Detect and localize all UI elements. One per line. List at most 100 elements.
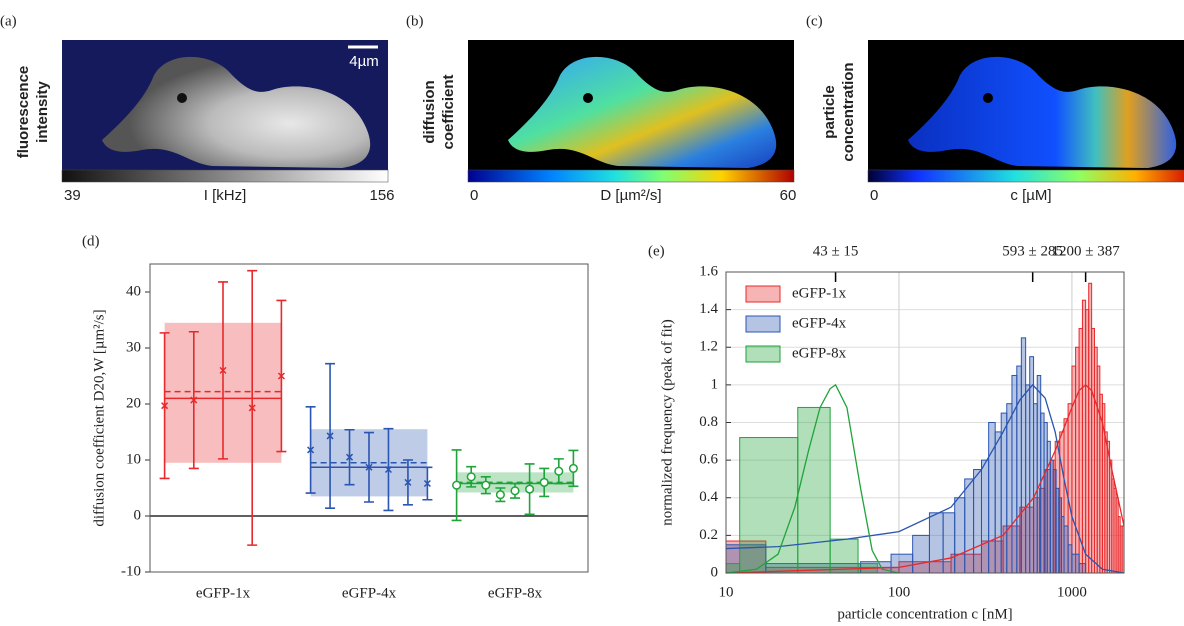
hist-bar (829, 538, 859, 574)
x-axis-label: particle concentration c [nM] (837, 606, 1012, 622)
hist-bar (994, 431, 1002, 574)
marker (346, 453, 354, 461)
hist-bar (1006, 403, 1013, 574)
y-tick-label: 30 (126, 339, 141, 355)
legend-label: eGFP-4x (792, 315, 847, 331)
quantity-label: coefficient (440, 74, 457, 149)
colorbar-max: 60 (780, 187, 797, 204)
colorbar-max: 156 (369, 187, 394, 204)
marker (568, 463, 578, 473)
hist-bar (1071, 365, 1077, 574)
marker (495, 490, 505, 500)
fit-curve (725, 383, 900, 574)
quantity-label: diffusion (421, 80, 438, 143)
legend-swatch (745, 285, 781, 303)
legend-swatch (745, 315, 781, 333)
y-tick-label: 20 (126, 395, 141, 411)
nucleolus (983, 93, 993, 103)
marker (452, 480, 462, 490)
fit-curve (725, 383, 1125, 574)
panel-label: (a) (0, 13, 17, 29)
cell-image (102, 56, 371, 168)
marker (248, 404, 256, 412)
y-tick-label: 0.6 (699, 452, 718, 468)
y-tick-label: 10 (126, 451, 141, 467)
top-tick-label: 43 ± 15 (813, 243, 859, 259)
marker (423, 479, 431, 488)
panel-label: (e) (648, 243, 665, 259)
y-tick-label: 1.2 (699, 339, 718, 355)
marker (554, 466, 564, 476)
marker (190, 396, 198, 404)
marker (219, 366, 227, 374)
colorbar (867, 169, 1184, 183)
y-tick-label: 40 (126, 283, 141, 299)
nucleolus (177, 93, 187, 103)
colorbar-title: D [µm²/s] (600, 187, 661, 204)
hist-bar (1000, 412, 1008, 574)
marker (277, 372, 285, 380)
colorbar (467, 169, 795, 183)
cell-image (908, 56, 1177, 168)
hist-bar (964, 478, 975, 574)
hist-bar (1071, 553, 1080, 574)
top-tick-label: 1200 ± 387 (1052, 243, 1121, 259)
marker (161, 402, 169, 410)
quantity-label: particle (821, 85, 838, 138)
hist-bar (1067, 544, 1073, 574)
hist-bar (1040, 412, 1045, 574)
hist-bar (1036, 374, 1042, 574)
hist-bar (1029, 356, 1035, 574)
panel-label: (d) (82, 233, 100, 249)
hist-bar (1075, 346, 1080, 574)
hist-bar (725, 544, 767, 574)
nucleolus (583, 93, 593, 103)
marker (481, 480, 491, 490)
y-tick-label: 0.4 (699, 489, 718, 505)
quantity-label: fluorescence (15, 66, 32, 159)
y-tick-label: 1.6 (699, 263, 718, 279)
hist-bar (1020, 337, 1027, 574)
y-tick-label: 0.8 (699, 414, 718, 430)
legend-swatch (745, 345, 781, 363)
marker (404, 478, 412, 486)
hist-bar (739, 437, 799, 574)
marker (307, 446, 315, 454)
y-tick-label: 1 (711, 376, 719, 392)
legend-label: eGFP-8x (792, 345, 847, 361)
y-axis-label: diffusion coefficient D20,W [µm²/s] (91, 309, 107, 526)
hist-bar (1078, 563, 1087, 574)
colorbar-title: I [kHz] (204, 187, 247, 204)
marker (326, 432, 334, 440)
hist-bar (1063, 525, 1069, 574)
x-tick-label: 10 (719, 584, 734, 600)
panel-label: (b) (406, 13, 424, 29)
hist-bar (954, 497, 966, 574)
hist-bar (1011, 374, 1018, 574)
hist-bar (988, 422, 996, 574)
y-tick-label: 0 (134, 507, 142, 523)
y-axis-label: normalized frequency (peak of fit) (659, 319, 675, 526)
plot-frame (149, 263, 589, 573)
colorbar-min: 0 (470, 187, 478, 204)
x-tick-label: eGFP-1x (196, 585, 251, 601)
x-tick-label: eGFP-8x (488, 585, 543, 601)
x-tick-label: 100 (888, 584, 911, 600)
panel-label: (c) (806, 13, 823, 29)
y-tick-label: 0.2 (699, 527, 718, 543)
y-tick-label: -10 (121, 563, 141, 579)
y-tick-label: 0 (711, 564, 719, 580)
hist-bar (797, 406, 831, 574)
legend-label: eGFP-1x (792, 285, 847, 301)
hist-bar (973, 469, 982, 574)
hist-bar (1016, 365, 1022, 574)
hist-bar (1025, 384, 1031, 574)
x-tick-label: 1000 (1057, 584, 1087, 600)
x-tick-label: eGFP-4x (342, 585, 397, 601)
hist-bar (928, 512, 944, 574)
marker (384, 465, 392, 474)
colorbar-min: 0 (870, 187, 878, 204)
